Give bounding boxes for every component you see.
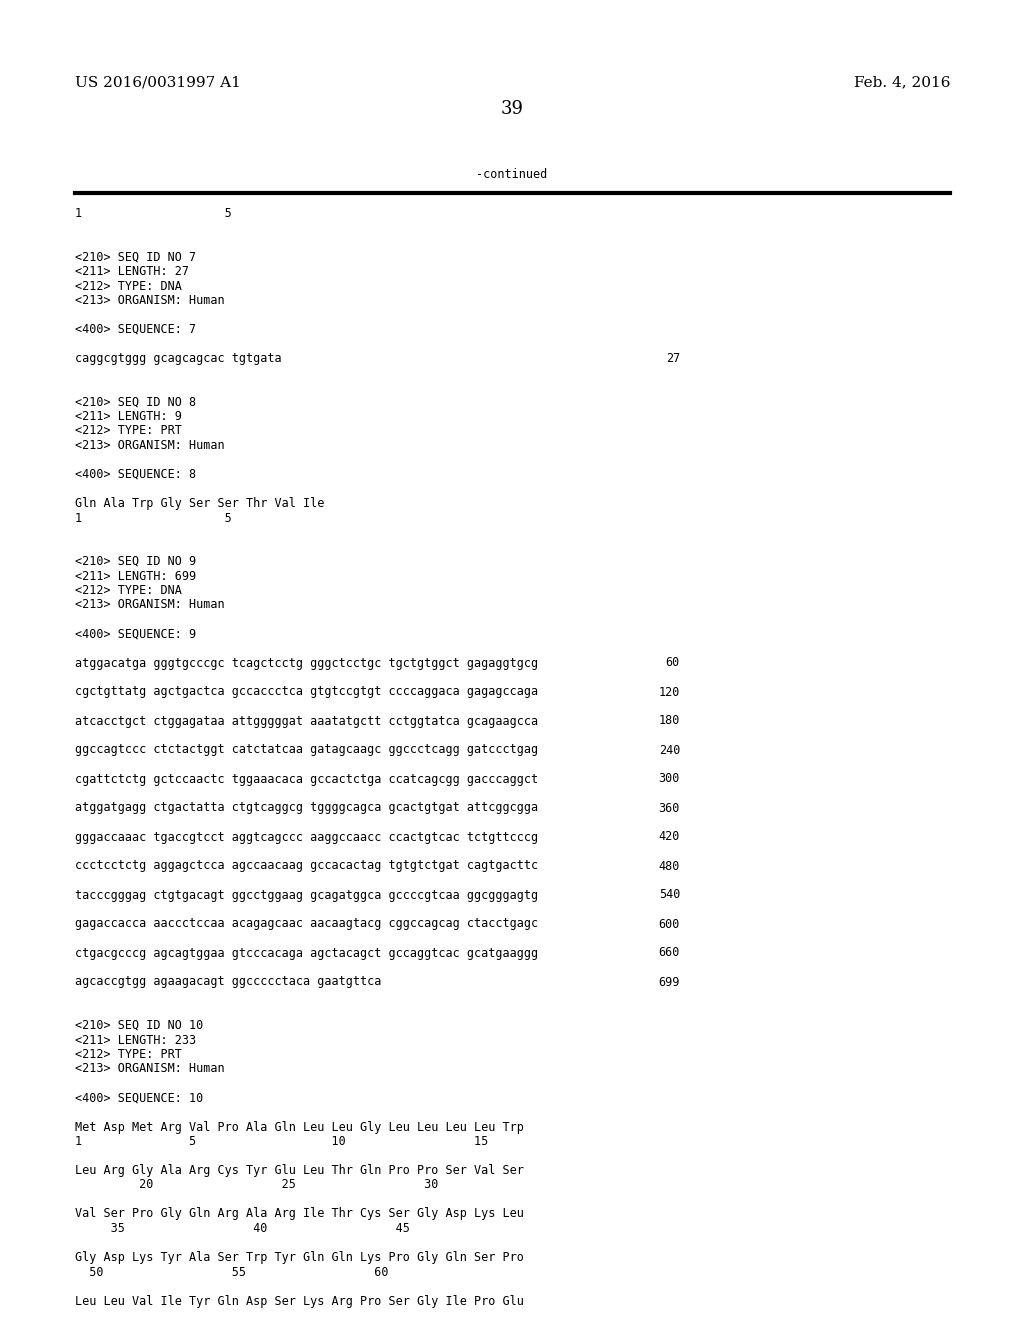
- Text: Met Asp Met Arg Val Pro Ala Gln Leu Leu Gly Leu Leu Leu Leu Trp: Met Asp Met Arg Val Pro Ala Gln Leu Leu …: [75, 1121, 524, 1134]
- Text: 480: 480: [658, 859, 680, 873]
- Text: atggatgagg ctgactatta ctgtcaggcg tggggcagca gcactgtgat attcggcgga: atggatgagg ctgactatta ctgtcaggcg tggggca…: [75, 801, 539, 814]
- Text: atcacctgct ctggagataa attgggggat aaatatgctt cctggtatca gcagaagcca: atcacctgct ctggagataa attgggggat aaatatg…: [75, 714, 539, 727]
- Text: cgctgttatg agctgactca gccaccctca gtgtccgtgt ccccaggaca gagagccaga: cgctgttatg agctgactca gccaccctca gtgtccg…: [75, 685, 539, 698]
- Text: <211> LENGTH: 233: <211> LENGTH: 233: [75, 1034, 197, 1047]
- Text: agcaccgtgg agaagacagt ggccccctaca gaatgttca: agcaccgtgg agaagacagt ggccccctaca gaatgt…: [75, 975, 381, 989]
- Text: 39: 39: [501, 100, 523, 117]
- Text: 240: 240: [658, 743, 680, 756]
- Text: <212> TYPE: PRT: <212> TYPE: PRT: [75, 1048, 182, 1061]
- Text: <400> SEQUENCE: 8: <400> SEQUENCE: 8: [75, 469, 197, 480]
- Text: Gly Asp Lys Tyr Ala Ser Trp Tyr Gln Gln Lys Pro Gly Gln Ser Pro: Gly Asp Lys Tyr Ala Ser Trp Tyr Gln Gln …: [75, 1251, 524, 1265]
- Text: 50                  55                  60: 50 55 60: [75, 1266, 388, 1279]
- Text: 699: 699: [658, 975, 680, 989]
- Text: 660: 660: [658, 946, 680, 960]
- Text: cgattctctg gctccaactc tggaaacaca gccactctga ccatcagcgg gacccaggct: cgattctctg gctccaactc tggaaacaca gccactc…: [75, 772, 539, 785]
- Text: <212> TYPE: DNA: <212> TYPE: DNA: [75, 280, 182, 293]
- Text: <400> SEQUENCE: 9: <400> SEQUENCE: 9: [75, 627, 197, 640]
- Text: ggccagtccc ctctactggt catctatcaa gatagcaagc ggccctcagg gatccctgag: ggccagtccc ctctactggt catctatcaa gatagca…: [75, 743, 539, 756]
- Text: -continued: -continued: [476, 168, 548, 181]
- Text: <400> SEQUENCE: 7: <400> SEQUENCE: 7: [75, 323, 197, 337]
- Text: gagaccacca aaccctccaa acagagcaac aacaagtacg cggccagcag ctacctgagc: gagaccacca aaccctccaa acagagcaac aacaagt…: [75, 917, 539, 931]
- Text: 540: 540: [658, 888, 680, 902]
- Text: 27: 27: [666, 352, 680, 366]
- Text: <400> SEQUENCE: 10: <400> SEQUENCE: 10: [75, 1092, 203, 1105]
- Text: <211> LENGTH: 9: <211> LENGTH: 9: [75, 411, 182, 422]
- Text: <210> SEQ ID NO 10: <210> SEQ ID NO 10: [75, 1019, 203, 1032]
- Text: 1                    5: 1 5: [75, 207, 231, 220]
- Text: <213> ORGANISM: Human: <213> ORGANISM: Human: [75, 440, 224, 451]
- Text: 180: 180: [658, 714, 680, 727]
- Text: 120: 120: [658, 685, 680, 698]
- Text: 35                  40                  45: 35 40 45: [75, 1222, 410, 1236]
- Text: Val Ser Pro Gly Gln Arg Ala Arg Ile Thr Cys Ser Gly Asp Lys Leu: Val Ser Pro Gly Gln Arg Ala Arg Ile Thr …: [75, 1208, 524, 1221]
- Text: caggcgtggg gcagcagcac tgtgata: caggcgtggg gcagcagcac tgtgata: [75, 352, 282, 366]
- Text: 300: 300: [658, 772, 680, 785]
- Text: <210> SEQ ID NO 7: <210> SEQ ID NO 7: [75, 251, 197, 264]
- Text: ctgacgcccg agcagtggaa gtcccacaga agctacagct gccaggtcac gcatgaaggg: ctgacgcccg agcagtggaa gtcccacaga agctaca…: [75, 946, 539, 960]
- Text: 360: 360: [658, 801, 680, 814]
- Text: atggacatga gggtgcccgc tcagctcctg gggctcctgc tgctgtggct gagaggtgcg: atggacatga gggtgcccgc tcagctcctg gggctcc…: [75, 656, 539, 669]
- Text: <211> LENGTH: 699: <211> LENGTH: 699: [75, 569, 197, 582]
- Text: <213> ORGANISM: Human: <213> ORGANISM: Human: [75, 1063, 224, 1076]
- Text: <213> ORGANISM: Human: <213> ORGANISM: Human: [75, 598, 224, 611]
- Text: tacccgggag ctgtgacagt ggcctggaag gcagatggca gccccgtcaa ggcgggagtg: tacccgggag ctgtgacagt ggcctggaag gcagatg…: [75, 888, 539, 902]
- Text: Leu Arg Gly Ala Arg Cys Tyr Glu Leu Thr Gln Pro Pro Ser Val Ser: Leu Arg Gly Ala Arg Cys Tyr Glu Leu Thr …: [75, 1164, 524, 1177]
- Text: 60: 60: [666, 656, 680, 669]
- Text: US 2016/0031997 A1: US 2016/0031997 A1: [75, 75, 241, 88]
- Text: Gln Ala Trp Gly Ser Ser Thr Val Ile: Gln Ala Trp Gly Ser Ser Thr Val Ile: [75, 498, 325, 510]
- Text: Feb. 4, 2016: Feb. 4, 2016: [853, 75, 950, 88]
- Text: gggaccaaac tgaccgtcct aggtcagccc aaggccaacc ccactgtcac tctgttcccg: gggaccaaac tgaccgtcct aggtcagccc aaggcca…: [75, 830, 539, 843]
- Text: 420: 420: [658, 830, 680, 843]
- Text: 20                  25                  30: 20 25 30: [75, 1179, 438, 1192]
- Text: <213> ORGANISM: Human: <213> ORGANISM: Human: [75, 294, 224, 308]
- Text: ccctcctctg aggagctcca agccaacaag gccacactag tgtgtctgat cagtgacttc: ccctcctctg aggagctcca agccaacaag gccacac…: [75, 859, 539, 873]
- Text: <210> SEQ ID NO 8: <210> SEQ ID NO 8: [75, 396, 197, 408]
- Text: 1               5                   10                  15: 1 5 10 15: [75, 1135, 488, 1148]
- Text: Leu Leu Val Ile Tyr Gln Asp Ser Lys Arg Pro Ser Gly Ile Pro Glu: Leu Leu Val Ile Tyr Gln Asp Ser Lys Arg …: [75, 1295, 524, 1308]
- Text: <211> LENGTH: 27: <211> LENGTH: 27: [75, 265, 189, 279]
- Text: 1                    5: 1 5: [75, 511, 231, 524]
- Text: <212> TYPE: PRT: <212> TYPE: PRT: [75, 425, 182, 437]
- Text: <210> SEQ ID NO 9: <210> SEQ ID NO 9: [75, 554, 197, 568]
- Text: 600: 600: [658, 917, 680, 931]
- Text: <212> TYPE: DNA: <212> TYPE: DNA: [75, 583, 182, 597]
